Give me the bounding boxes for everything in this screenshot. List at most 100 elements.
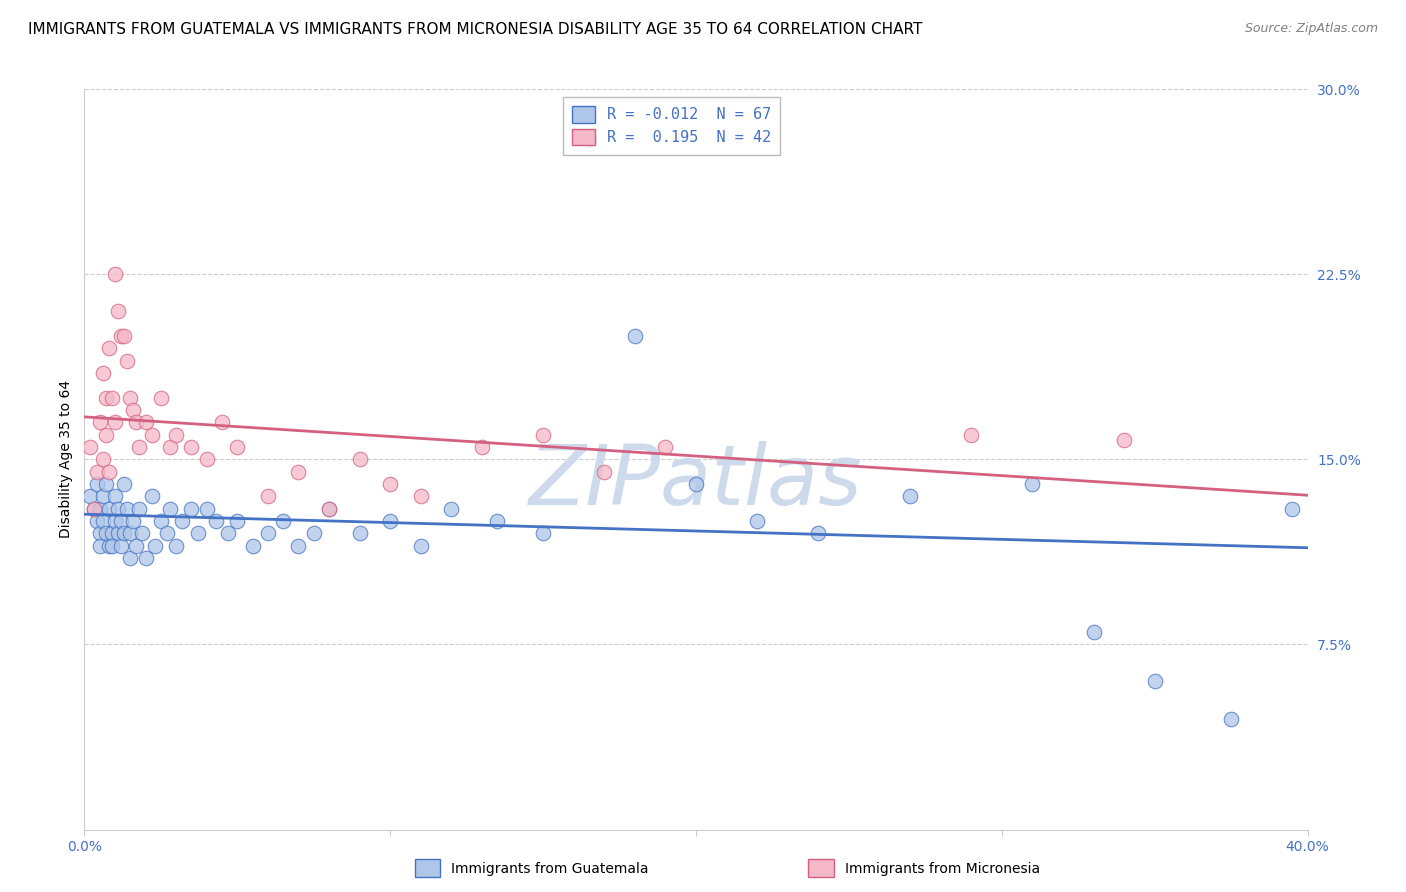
Point — [159, 501, 181, 516]
Point — [593, 465, 616, 479]
Point — [318, 501, 340, 516]
Point — [257, 526, 280, 541]
Point — [654, 440, 676, 454]
Point — [1114, 433, 1136, 447]
Point — [180, 440, 202, 454]
Point — [287, 465, 309, 479]
Point — [120, 526, 142, 541]
Point — [89, 539, 111, 553]
Point — [195, 501, 218, 516]
Point — [898, 489, 921, 503]
Point — [685, 477, 707, 491]
Point — [97, 501, 120, 516]
Point — [83, 501, 105, 516]
Point — [104, 514, 127, 528]
Point — [409, 489, 432, 503]
Point — [165, 427, 187, 442]
Point — [94, 391, 117, 405]
Point — [302, 526, 325, 541]
Point — [101, 391, 124, 405]
Point — [112, 477, 135, 491]
Point — [186, 526, 208, 541]
Point — [1281, 501, 1303, 516]
Point — [349, 452, 371, 467]
Point — [125, 415, 148, 429]
Point — [1083, 625, 1105, 640]
Point — [149, 391, 172, 405]
Point — [380, 477, 402, 491]
Point — [143, 539, 166, 553]
Point — [149, 514, 172, 528]
Point — [110, 514, 132, 528]
Point — [578, 131, 600, 145]
Point — [83, 501, 105, 516]
Point — [94, 526, 117, 541]
Point — [624, 329, 647, 343]
Point — [531, 526, 554, 541]
Point — [107, 526, 129, 541]
Point — [97, 465, 120, 479]
Legend: R = -0.012  N = 67, R =  0.195  N = 42: R = -0.012 N = 67, R = 0.195 N = 42 — [562, 97, 780, 154]
Point — [112, 526, 135, 541]
Point — [86, 514, 108, 528]
Point — [156, 526, 179, 541]
Point — [110, 539, 132, 553]
Point — [120, 551, 142, 566]
Point — [807, 526, 830, 541]
Point — [115, 353, 138, 368]
Point — [79, 440, 101, 454]
Point — [110, 329, 132, 343]
Point — [159, 440, 181, 454]
Point — [122, 403, 145, 417]
Point — [180, 501, 202, 516]
Point — [120, 391, 142, 405]
Point — [107, 501, 129, 516]
Point — [94, 477, 117, 491]
Point — [91, 366, 114, 380]
Text: Immigrants from Guatemala: Immigrants from Guatemala — [451, 862, 648, 876]
Point — [91, 489, 114, 503]
Point — [104, 268, 127, 282]
Point — [128, 440, 150, 454]
Point — [101, 526, 124, 541]
Point — [1021, 477, 1043, 491]
Point — [97, 341, 120, 355]
Point — [172, 514, 194, 528]
Point — [471, 440, 494, 454]
Point — [271, 514, 294, 528]
Point — [960, 427, 983, 442]
Point — [115, 501, 138, 516]
Point — [242, 539, 264, 553]
Text: ZIPatlas: ZIPatlas — [529, 441, 863, 522]
Point — [89, 501, 111, 516]
Point — [104, 415, 127, 429]
Point — [1220, 712, 1243, 726]
Point — [531, 427, 554, 442]
Point — [1143, 674, 1166, 689]
Y-axis label: Disability Age 35 to 64: Disability Age 35 to 64 — [59, 380, 73, 539]
Point — [380, 514, 402, 528]
Point — [86, 477, 108, 491]
Point — [101, 539, 124, 553]
Point — [86, 465, 108, 479]
Point — [104, 489, 127, 503]
Point — [135, 551, 157, 566]
Point — [79, 489, 101, 503]
Point — [89, 526, 111, 541]
Point — [257, 489, 280, 503]
Text: Source: ZipAtlas.com: Source: ZipAtlas.com — [1244, 22, 1378, 36]
Point — [349, 526, 371, 541]
Text: IMMIGRANTS FROM GUATEMALA VS IMMIGRANTS FROM MICRONESIA DISABILITY AGE 35 TO 64 : IMMIGRANTS FROM GUATEMALA VS IMMIGRANTS … — [28, 22, 922, 37]
Point — [211, 415, 233, 429]
Point — [97, 539, 120, 553]
Point — [131, 526, 153, 541]
Point — [125, 539, 148, 553]
Point — [217, 526, 239, 541]
Point — [226, 440, 249, 454]
Point — [91, 514, 114, 528]
Point — [94, 427, 117, 442]
Point — [141, 489, 163, 503]
Point — [409, 539, 432, 553]
Point — [486, 514, 509, 528]
Point — [141, 427, 163, 442]
